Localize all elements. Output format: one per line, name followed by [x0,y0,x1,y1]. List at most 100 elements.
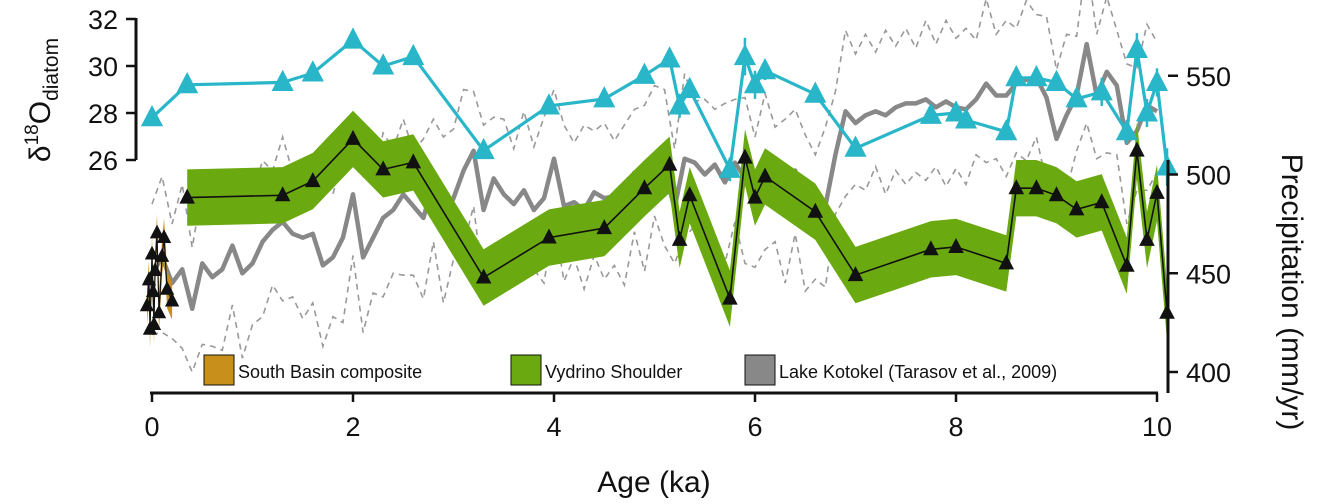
vydrino-point [948,237,964,253]
cyan-point [955,107,978,129]
y-left-tick-label: 30 [88,52,118,82]
cyan-point [472,137,495,160]
cyan-point [301,60,324,82]
y-right-tick-label: 550 [1186,62,1231,92]
vydrino-point [1139,230,1155,246]
cyan-point [754,57,777,80]
x-tick-label: 10 [1142,412,1172,442]
vydrino-point [1028,179,1045,195]
cyan-point [733,43,756,66]
legend-swatch [203,354,235,386]
vydrino-point [847,266,864,282]
y-left-tick-label: 26 [88,146,118,176]
y-axis-right-label: Precipitation (mm/yr) [1275,154,1308,431]
vydrino-point [541,228,557,244]
legend-item: South Basin composite [203,354,422,386]
cyan-point [1125,36,1148,59]
vydrino-point [1119,256,1135,272]
south-basin-point [141,271,157,286]
cyan-point [271,69,294,91]
cyan-point [341,27,365,49]
x-axis-label: Age (ka) [597,466,710,499]
plot-area [139,0,1179,375]
cyan-point [658,46,681,68]
vydrino-point [923,240,939,256]
vydrino-point [757,167,773,183]
vydrino-point [405,153,422,169]
vydrino-point [737,148,753,164]
cyan-point [1135,100,1158,122]
south-basin-point [144,245,160,260]
south-basin-point [151,304,167,319]
south-basin-point [159,281,175,295]
vydrino-point [722,289,738,305]
south-basin-point [149,224,165,239]
legend-label: South Basin composite [238,362,422,382]
cyan-point [718,156,741,178]
y-left-tick-label: 32 [88,5,118,35]
legend-swatch [744,354,776,386]
x-tick-label: 0 [144,412,159,442]
vydrino-point [1149,183,1165,199]
cyan-point [593,86,616,108]
south-basin-point [145,283,161,298]
vydrino-point [747,188,763,204]
y-right-tick-label: 450 [1186,259,1231,289]
south-basin-point [139,297,155,312]
south-basin-point [164,292,180,307]
south-basin-point [147,262,163,276]
y-right-tick-label: 500 [1186,161,1231,191]
legend-label: Vydrino Shoulder [545,362,682,382]
legend-swatch [510,354,542,386]
cyan-point [743,72,767,94]
cyan-point [919,102,942,124]
cyan-point [1145,69,1169,91]
vydrino-point [274,186,291,202]
vydrino-point [998,254,1015,270]
legend: South Basin composite Vydrino Shoulder Lak… [203,354,1057,386]
cyan-point [372,53,395,75]
vydrino-point [305,172,321,188]
series-south-basin [139,214,180,348]
x-tick-label: 6 [747,412,762,442]
cyan-point [804,81,827,103]
south-basin-point [146,316,162,330]
y-axis-left-label: δ18Odiatom [22,38,63,162]
cyan-point [537,93,561,115]
cyan-point [844,135,867,157]
series-vydrino-shoulder [179,110,1175,341]
vydrino-point [1008,179,1025,195]
cyan-point [1090,79,1113,101]
vydrino-point [661,155,678,171]
x-tick-label: 8 [948,412,963,442]
vydrino-point [345,129,361,145]
cyan-point [1065,86,1088,108]
cyan-point [1045,69,1068,91]
vydrino-point [636,179,653,195]
vydrino-point [1129,141,1145,157]
cyan-point [176,72,199,94]
x-tick-label: 2 [345,412,360,442]
south-basin-point [154,248,170,262]
south-basin-point [156,229,172,244]
vydrino-point [681,186,698,202]
vydrino-point [1093,193,1110,209]
vydrino-point [375,160,391,176]
vydrino-point [1048,186,1065,202]
legend-label: Lake Kotokel (Tarasov et al., 2009) [779,362,1057,382]
vydrino-point [179,188,195,204]
cyan-point [1005,65,1028,87]
vydrino-point [671,230,688,246]
x-tick-label: 4 [546,412,561,442]
vydrino-point [1068,200,1085,216]
legend-item: Lake Kotokel (Tarasov et al., 2009) [744,354,1057,386]
cyan-point [668,93,691,115]
kotokel-lower-bound [151,120,1158,375]
cyan-point [402,43,425,66]
vydrino-point [596,219,613,235]
y-left-tick-label: 28 [88,99,118,129]
y-right-tick-label: 400 [1186,358,1231,388]
vydrino-point [807,202,824,218]
